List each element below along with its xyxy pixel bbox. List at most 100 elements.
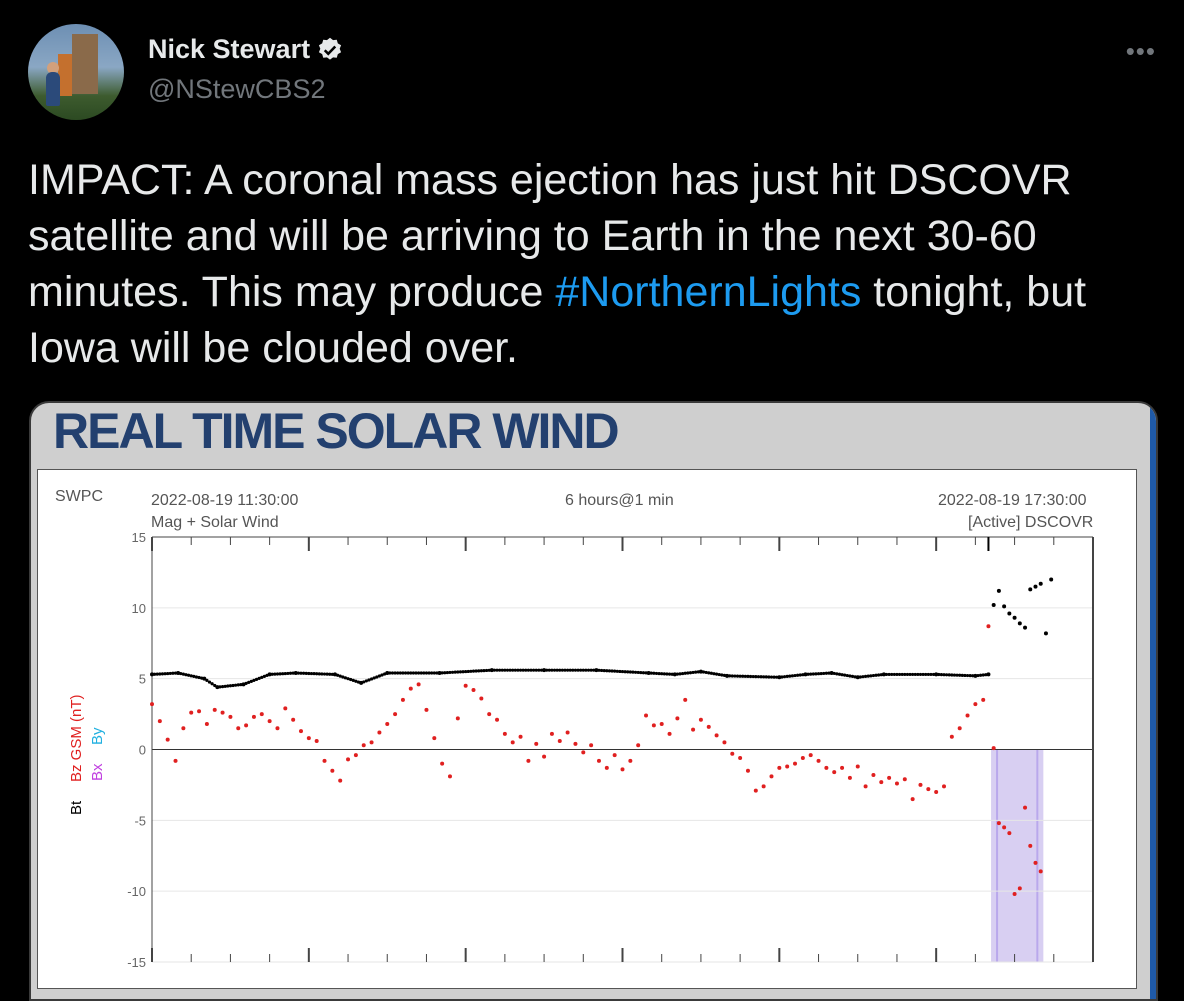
tweet-text-after: tonight, but Iowa will be clouded over. [28, 268, 1087, 372]
bz-point [314, 739, 319, 743]
bt-point [448, 670, 452, 675]
bt-point [660, 672, 664, 676]
avatar-photo-head [47, 62, 59, 74]
bt-point [814, 672, 818, 676]
bt-point [905, 672, 910, 677]
bt-point [850, 674, 855, 678]
bz-point [910, 797, 915, 802]
bt-point [332, 672, 337, 677]
bt-point [158, 672, 162, 676]
bt-point [181, 672, 185, 676]
bz-point [283, 706, 288, 711]
bt-point [725, 673, 730, 678]
tweet-body: IMPACT: A coronal mass ejection has just… [28, 152, 1158, 376]
avatar[interactable] [28, 24, 124, 120]
bt-point [790, 674, 795, 678]
bz-point [236, 726, 241, 731]
bz-point [887, 775, 892, 780]
bt-point [767, 675, 771, 679]
bt-point [220, 685, 225, 689]
bz-point [565, 730, 570, 735]
bt-point [550, 668, 554, 672]
bt-point [607, 669, 612, 673]
bz-point [1033, 860, 1038, 865]
bz-point [197, 709, 202, 714]
bt-point [252, 678, 256, 682]
bz-point [557, 739, 562, 743]
bt-point [686, 671, 690, 675]
bt-point [881, 672, 886, 677]
bt-point [163, 672, 167, 676]
bz-point [189, 710, 194, 715]
bt-point [704, 670, 708, 675]
bt-point [385, 671, 390, 675]
bt-point [672, 672, 677, 677]
bz-point [385, 722, 390, 726]
bz-point [330, 768, 335, 773]
bt-point [427, 671, 431, 675]
user-handle[interactable]: @NStewCBS2 [148, 74, 326, 104]
bz-point [298, 729, 303, 734]
bt-point [911, 672, 915, 677]
bt-point [965, 673, 970, 678]
bz-point [785, 764, 790, 769]
bt-point [921, 672, 925, 677]
bz-point [738, 756, 743, 760]
bt-point [824, 671, 828, 675]
bt-point [594, 668, 599, 673]
bt-point [349, 677, 353, 682]
hashtag-link[interactable]: #NorthernLights [555, 268, 862, 316]
bt-point [735, 674, 740, 678]
bt-point [613, 669, 617, 673]
verified-badge-icon [318, 37, 342, 60]
bt-point [665, 672, 669, 676]
bt-point [900, 672, 904, 677]
bz-point [1028, 843, 1033, 848]
bz-point [518, 734, 523, 739]
bz-point [628, 758, 633, 763]
more-options-icon[interactable]: ••• [1125, 36, 1156, 66]
bz-point [400, 697, 405, 702]
bt-point [228, 684, 233, 688]
bt-point [730, 674, 734, 678]
media-card[interactable]: REAL TIME SOLAR WIND SWPC 2022-08-19 11:… [29, 401, 1158, 1001]
bt-point [986, 672, 991, 677]
bt-point [547, 668, 551, 672]
bt-point [1049, 577, 1054, 582]
bt-point [351, 678, 355, 682]
bt-point [918, 672, 923, 677]
bt-point [205, 678, 209, 682]
bt-point [626, 670, 630, 674]
bt-point [652, 671, 656, 675]
bt-point [419, 671, 423, 675]
bt-point [189, 674, 193, 678]
bz-point [683, 697, 688, 702]
bt-point [197, 675, 201, 680]
bt-point [895, 672, 899, 677]
bt-point [231, 683, 235, 688]
bt-point [633, 670, 638, 674]
bz-point [581, 750, 586, 755]
bt-point [746, 674, 750, 678]
bt-point [681, 671, 685, 676]
bz-point [228, 714, 233, 719]
bt-point [461, 670, 465, 674]
bt-point [759, 675, 763, 679]
bz-point [644, 713, 649, 718]
bt-point [184, 673, 188, 677]
bz-point [808, 753, 813, 758]
bz-point [675, 716, 680, 721]
bt-point [288, 671, 293, 675]
bt-point [338, 674, 342, 678]
chart-source-label: SWPC [55, 488, 103, 505]
bt-point [822, 671, 826, 676]
bz-point [424, 707, 429, 712]
display-name[interactable]: Nick Stewart [148, 34, 311, 64]
avatar-photo-person [46, 72, 60, 106]
bt-point [430, 671, 434, 675]
bt-point [712, 672, 716, 676]
bt-point [489, 668, 494, 673]
bt-point [343, 676, 348, 680]
chart-start-time: 2022-08-19 11:30:00 [151, 492, 299, 509]
bt-point [782, 675, 787, 679]
